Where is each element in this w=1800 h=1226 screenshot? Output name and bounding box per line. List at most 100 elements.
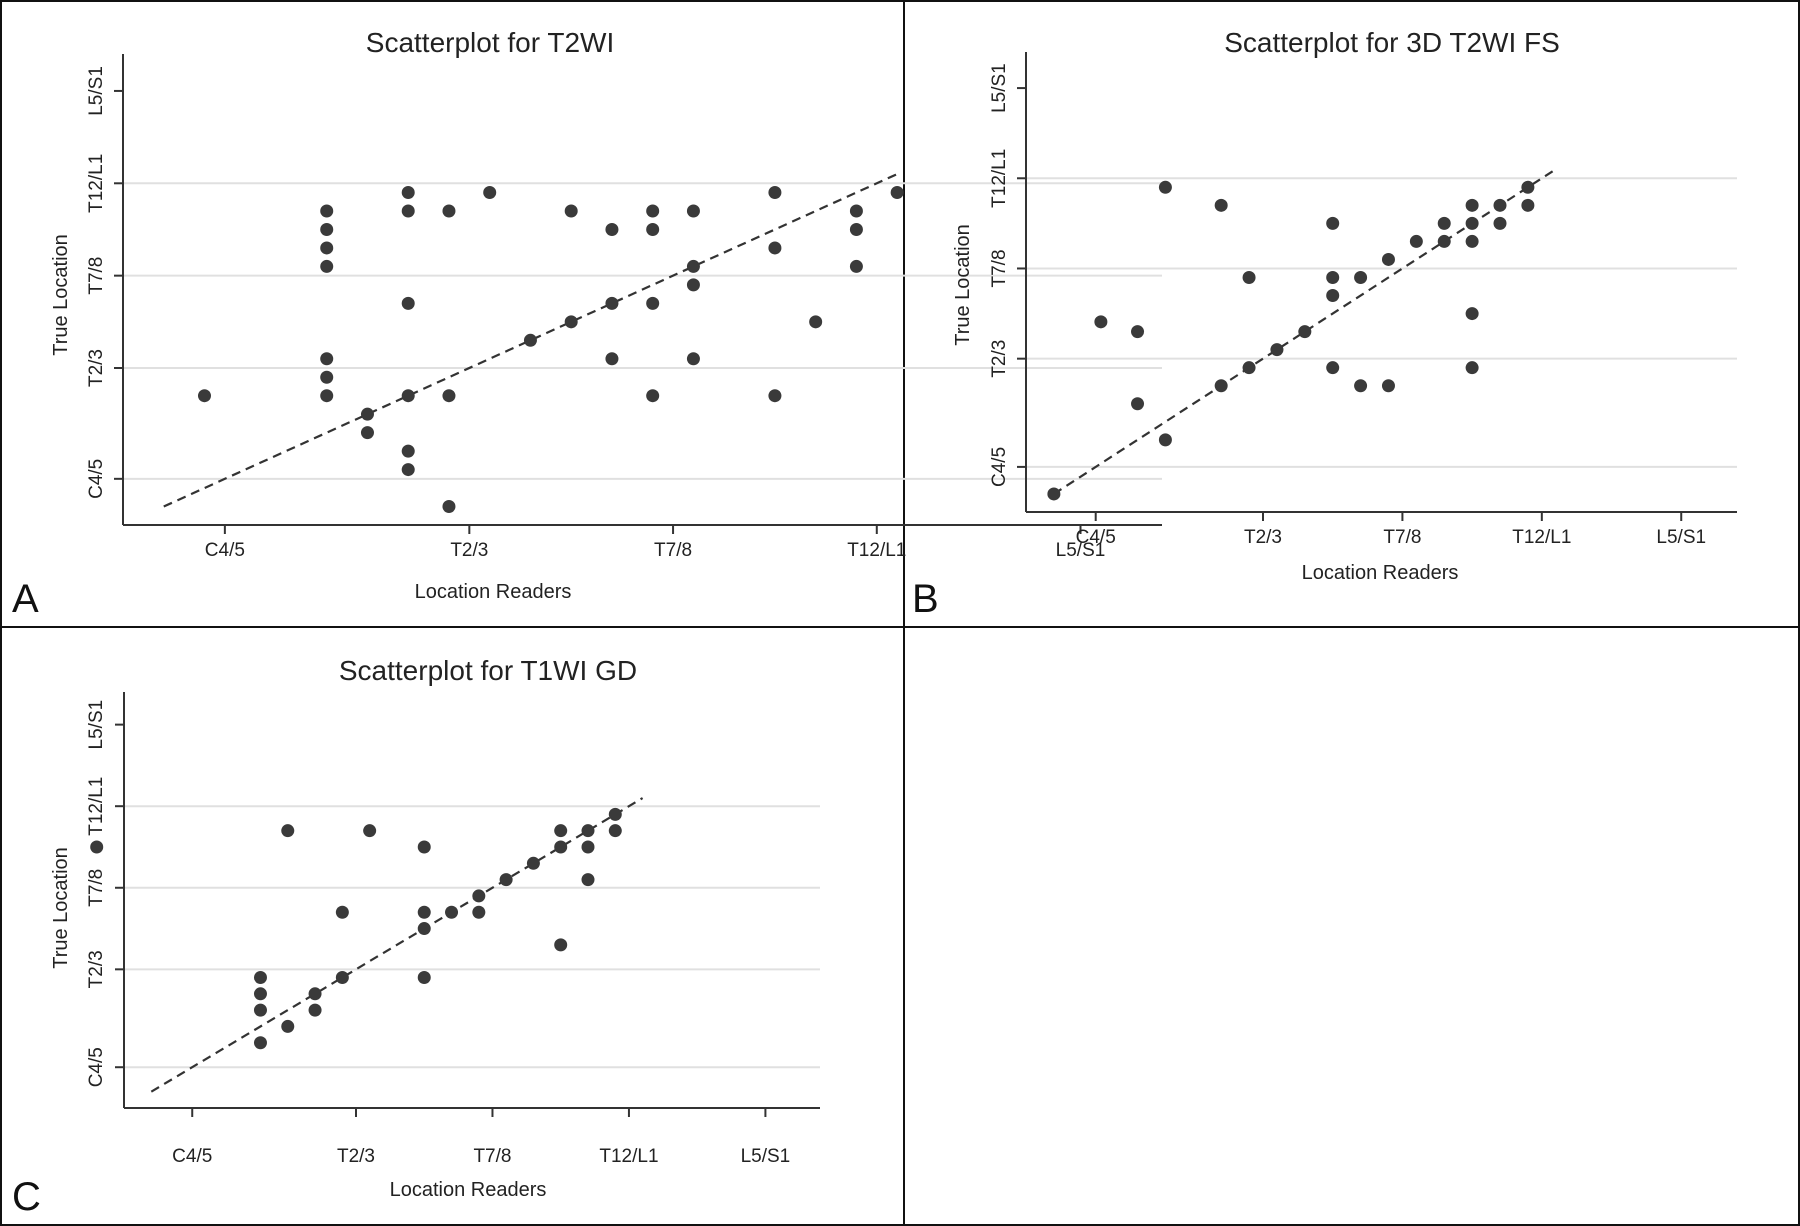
points bbox=[197, 186, 1108, 514]
y-tick-label: T2/3 bbox=[86, 950, 107, 988]
data-point bbox=[523, 333, 537, 347]
y-axis-label: True Location bbox=[952, 224, 974, 346]
data-point bbox=[360, 407, 374, 421]
data-point bbox=[646, 296, 660, 310]
chart-title: Scatterplot for 3D T2WI FS bbox=[1224, 27, 1560, 58]
data-point bbox=[605, 352, 619, 366]
data-point bbox=[1521, 198, 1535, 212]
data-point bbox=[320, 204, 334, 218]
y-tick-label: T2/3 bbox=[989, 340, 1010, 378]
data-point bbox=[1381, 379, 1395, 393]
data-point bbox=[1270, 343, 1284, 357]
data-point bbox=[1493, 216, 1507, 230]
data-point bbox=[605, 296, 619, 310]
data-point bbox=[253, 987, 267, 1001]
y-axis-label: True Location bbox=[50, 847, 72, 969]
data-point bbox=[320, 370, 334, 384]
data-point bbox=[554, 840, 568, 854]
data-point bbox=[1242, 361, 1256, 375]
x-tick-labels: C4/5 T2/3 T7/8 T12/L1 L5/S1 bbox=[172, 1146, 790, 1167]
data-point bbox=[1465, 216, 1479, 230]
data-point bbox=[581, 873, 595, 887]
x-tick-label: T7/8 bbox=[1383, 527, 1421, 548]
data-point bbox=[401, 389, 415, 403]
axes bbox=[114, 54, 1162, 534]
data-point bbox=[1047, 487, 1061, 501]
reference-line-dashed bbox=[150, 797, 644, 1093]
y-tick-labels: C4/5 T2/3 T7/8 T12/L1 L5/S1 bbox=[989, 63, 1010, 487]
data-point bbox=[768, 389, 782, 403]
x-tick-label: L5/S1 bbox=[1056, 540, 1106, 561]
grid-lines bbox=[1026, 177, 1737, 468]
x-tick-label: T2/3 bbox=[337, 1146, 375, 1167]
data-point bbox=[472, 905, 486, 919]
grid-lines bbox=[124, 805, 820, 1069]
data-point bbox=[1465, 198, 1479, 212]
data-point bbox=[605, 222, 619, 236]
data-point bbox=[1242, 270, 1256, 284]
y-tick-label: L5/S1 bbox=[86, 700, 107, 750]
data-point bbox=[849, 259, 863, 273]
data-point bbox=[417, 840, 431, 854]
points bbox=[90, 807, 622, 1050]
x-axis-label: Location Readers bbox=[390, 1179, 547, 1201]
data-point bbox=[335, 905, 349, 919]
data-point bbox=[401, 444, 415, 458]
data-point bbox=[281, 1019, 295, 1033]
y-tick-label: C4/5 bbox=[989, 447, 1010, 487]
chart-title: Scatterplot for T2WI bbox=[366, 27, 614, 58]
y-tick-labels: C4/5 T2/3 T7/8 T12/L1 L5/S1 bbox=[86, 700, 107, 1087]
data-point bbox=[1493, 198, 1507, 212]
data-point bbox=[646, 389, 660, 403]
data-point bbox=[768, 186, 782, 200]
data-point bbox=[646, 222, 660, 236]
points bbox=[1047, 180, 1535, 501]
x-tick-label: T2/3 bbox=[1244, 527, 1282, 548]
data-point bbox=[1381, 252, 1395, 266]
data-point bbox=[90, 840, 104, 854]
data-point bbox=[686, 278, 700, 292]
data-point bbox=[554, 938, 568, 952]
y-tick-label: T12/L1 bbox=[86, 154, 107, 213]
y-tick-label: C4/5 bbox=[86, 459, 107, 499]
data-point bbox=[320, 259, 334, 273]
data-point bbox=[320, 241, 334, 255]
data-point bbox=[1158, 433, 1172, 447]
data-point bbox=[472, 889, 486, 903]
data-point bbox=[686, 204, 700, 218]
data-point bbox=[581, 840, 595, 854]
data-point bbox=[1131, 325, 1145, 339]
data-point bbox=[363, 824, 377, 838]
data-point bbox=[809, 315, 823, 329]
x-axis-label: Location Readers bbox=[1302, 562, 1459, 584]
y-tick-label: T2/3 bbox=[86, 349, 107, 387]
panel-letter-c: C bbox=[12, 1175, 41, 1219]
data-point bbox=[686, 259, 700, 273]
panel-letter-a: A bbox=[12, 577, 39, 621]
data-point bbox=[1158, 180, 1172, 194]
data-point bbox=[1298, 325, 1312, 339]
x-tick-label: T12/L1 bbox=[1512, 527, 1571, 548]
chart-t2wi: C4/5 T2/3 T7/8 T12/L1 L5/S1 C4/5 T2/3 T7/8 T12/… bbox=[50, 27, 1162, 603]
data-point bbox=[417, 970, 431, 984]
x-tick-label: C4/5 bbox=[1076, 527, 1116, 548]
data-point bbox=[686, 352, 700, 366]
data-point bbox=[1354, 379, 1368, 393]
data-point bbox=[401, 186, 415, 200]
data-point bbox=[442, 500, 456, 514]
data-point bbox=[1409, 234, 1423, 248]
data-point bbox=[253, 1036, 267, 1050]
y-tick-label: C4/5 bbox=[86, 1047, 107, 1087]
data-point bbox=[320, 352, 334, 366]
x-axis-label: Location Readers bbox=[415, 581, 572, 603]
data-point bbox=[554, 824, 568, 838]
axes bbox=[1017, 52, 1737, 521]
y-tick-label: L5/S1 bbox=[86, 66, 107, 116]
data-point bbox=[253, 1003, 267, 1017]
data-point bbox=[1465, 361, 1479, 375]
data-point bbox=[890, 186, 904, 200]
x-tick-label: T7/8 bbox=[654, 540, 692, 561]
x-tick-label: L5/S1 bbox=[741, 1146, 791, 1167]
data-point bbox=[281, 824, 295, 838]
